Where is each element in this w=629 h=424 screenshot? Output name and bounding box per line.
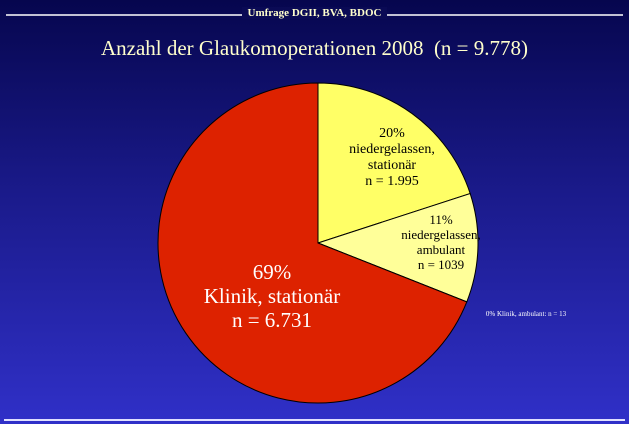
slice-percent: 69% [252, 259, 292, 284]
pie-slice [316, 192, 479, 303]
slice-percent: 11% [429, 212, 453, 228]
slice-category: Klinik, stationär [203, 283, 341, 308]
pie-slice [157, 82, 468, 404]
supertitle-box: Umfrage DGII, BVA, BDOC [0, 7, 629, 19]
slice-label-part: 0% [485, 309, 496, 318]
slice-label-part: n = 13 [548, 309, 567, 318]
slice-category: niedergelassen, stationär [349, 141, 435, 173]
slice-count: n = 1.995 [365, 174, 419, 190]
slice-count: n = 1039 [417, 256, 465, 272]
slice-label-part: Klinik, ambulant: [497, 309, 547, 318]
slice-category: niedergelassen, ambulant [401, 227, 481, 257]
slice-label: 69% Klinik, stationär n = 6.731 [172, 260, 372, 332]
pie-slice [317, 82, 471, 244]
supertitle: Umfrage DGII, BVA, BDOC [241, 7, 388, 19]
slice-label: 11% niedergelassen, ambulant n = 1039 [391, 212, 491, 273]
slice-label: 20% niedergelassen, stationär n = 1.995 [337, 126, 447, 190]
slice-percent: 20% [379, 125, 405, 141]
chart-title: Anzahl der Glaukomoperationen 2008 (n = … [100, 36, 529, 60]
slice-count: n = 6.731 [231, 308, 313, 333]
slice-label: 0% Klinik, ambulant: n = 13 [456, 310, 596, 318]
